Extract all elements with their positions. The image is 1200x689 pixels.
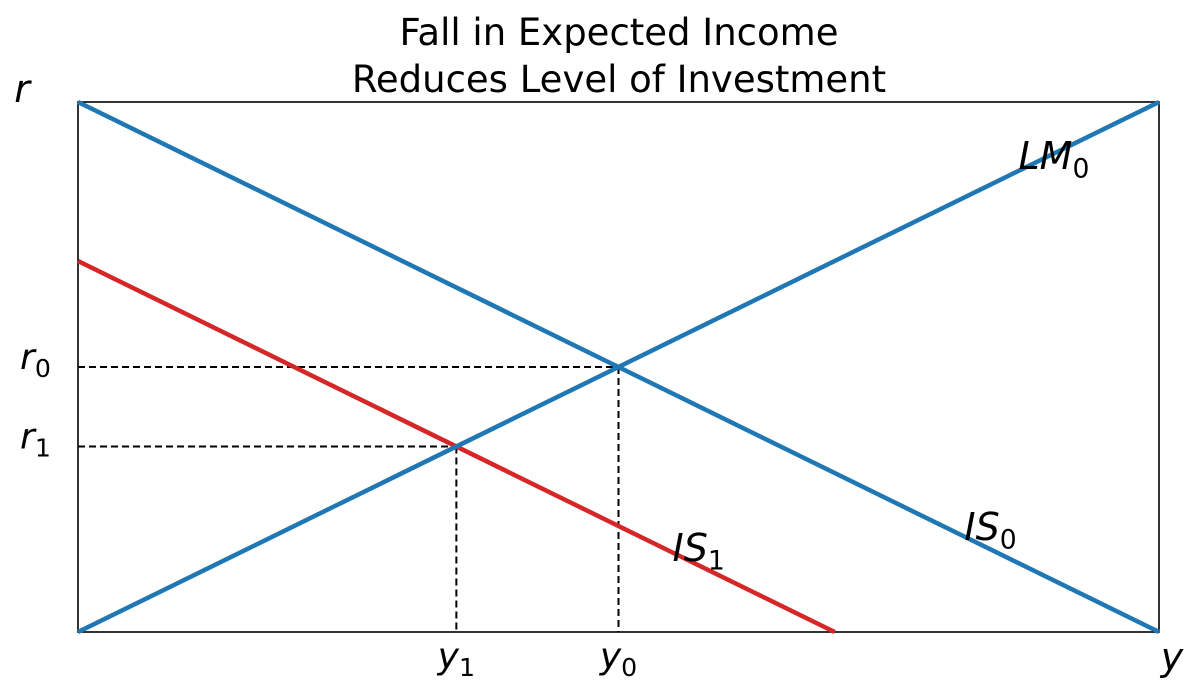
series-label-is1-subscript: 1: [708, 546, 725, 577]
series-label-lm0-subscript: 0: [1072, 153, 1089, 184]
x-tick-label-y1: y1: [437, 636, 475, 682]
x-tick-label-y0: y0: [599, 636, 637, 682]
chart-title: Fall in Expected Income: [400, 11, 839, 54]
chart-subtitle: Reduces Level of Investment: [352, 58, 886, 101]
series-line-lm0: [77, 99, 1160, 635]
x-tick-label-y0-base: y: [599, 636, 622, 677]
y-tick-label-r1: r1: [20, 417, 51, 463]
x-axis-label: y: [1160, 635, 1184, 679]
series-label-is0-subscript: 0: [1000, 524, 1017, 555]
series-label-lm0: LM0: [1018, 134, 1089, 184]
y-tick-label-r0-subscript: 0: [35, 354, 51, 383]
x-tick-label-y1-subscript: 1: [459, 653, 475, 682]
y-axis-label: r: [14, 67, 32, 111]
y-tick-label-r0: r0: [20, 337, 51, 383]
y-tick-label-r1-base: r: [20, 417, 37, 458]
series-label-is0: IS0: [964, 505, 1016, 555]
y-tick-label-r0-base: r: [20, 337, 37, 378]
y-tick-label-r1-subscript: 1: [35, 433, 51, 462]
x-tick-label-y0-subscript: 0: [621, 653, 637, 682]
x-tick-label-y1-base: y: [437, 636, 460, 677]
series-label-lm0-base: LM: [1018, 134, 1072, 178]
series-label-is0-base: IS: [964, 505, 999, 549]
series-label-is1-base: IS: [673, 526, 708, 570]
series-label-is1: IS1: [673, 526, 725, 576]
